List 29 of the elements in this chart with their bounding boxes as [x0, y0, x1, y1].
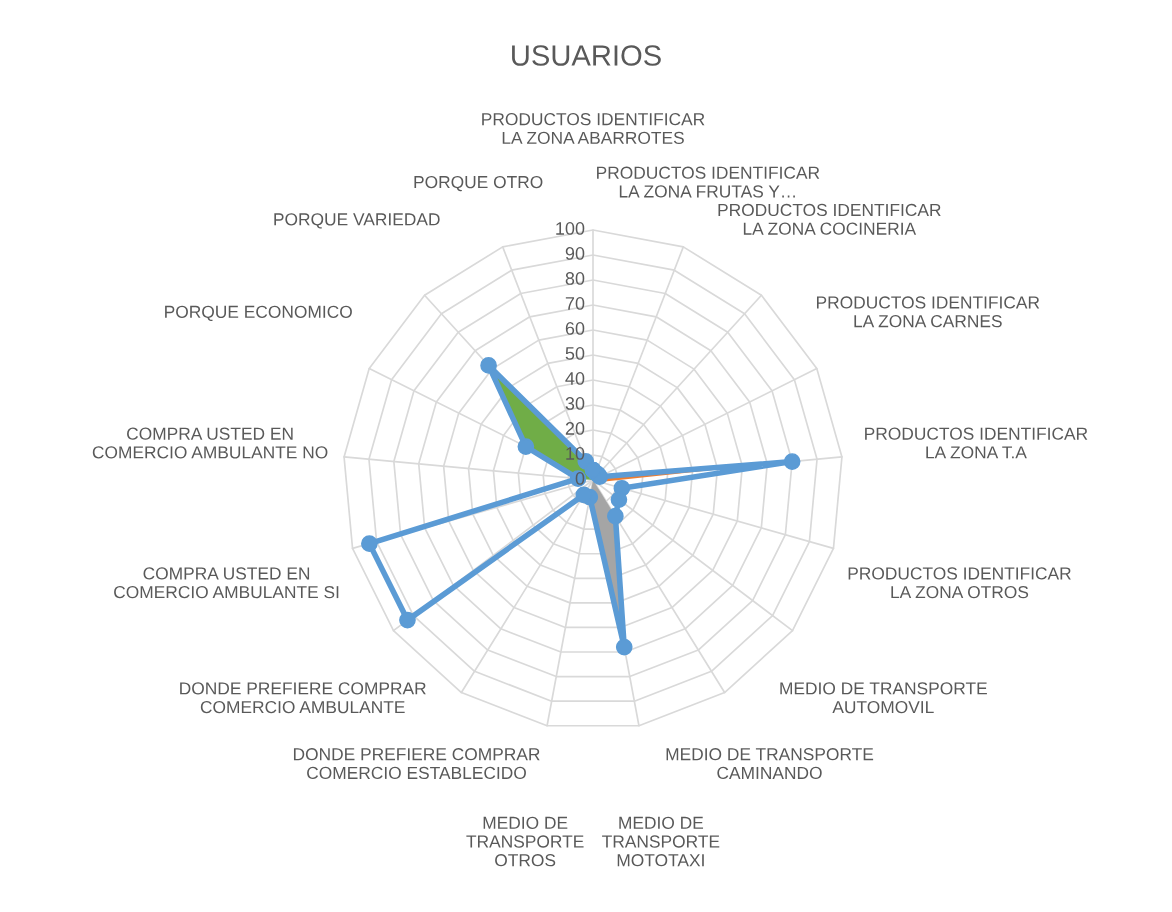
spoke-label: PRODUCTOS IDENTIFICAR LA ZONA T.A	[865, 427, 1088, 459]
y-tick-label: 10	[566, 447, 585, 460]
y-tick-label: 90	[565, 247, 585, 260]
y-tick-label: 60	[565, 322, 585, 335]
spoke-label: PORQUE VARIEDAD	[274, 213, 440, 229]
spoke-label: PRODUCTOS IDENTIFICAR LA ZONA OTROS	[848, 567, 1071, 599]
y-tick-label: 100	[556, 222, 585, 235]
y-tick-label: 80	[565, 272, 585, 285]
spoke-label: PRODUCTOS IDENTIFICAR LA ZONA CARNES	[816, 296, 1040, 328]
spoke-label: DONDE PREFIERE COMPRAR COMERCIO AMBULANTE	[180, 682, 426, 714]
y-tick-label: 50	[565, 347, 585, 360]
chart-title: USUARIOS	[512, 45, 661, 66]
spoke-label: PRODUCTOS IDENTIFICAR LA ZONA FRUTAS Y…	[597, 166, 820, 198]
spoke-label: COMPRA USTED EN COMERCIO AMBULANTE NO	[92, 427, 328, 459]
spoke-label: COMPRA USTED EN COMERCIO AMBULANTE SI	[114, 567, 339, 599]
spoke-label: PRODUCTOS IDENTIFICAR LA ZONA COCINERIA	[718, 203, 941, 235]
y-tick-label: 70	[565, 297, 585, 310]
spoke-label: DONDE PREFIERE COMPRAR COMERCIO ESTABLECIDO	[293, 748, 540, 780]
spoke-label: PORQUE OTRO	[414, 175, 543, 192]
spoke-label: MEDIO DE TRANSPORTE MOTOTAXI	[602, 816, 720, 867]
spoke-label: MEDIO DE TRANSPORTE OTROS	[466, 816, 584, 867]
spoke-label: PRODUCTOS IDENTIFICAR LA ZONA ABARROTES	[482, 113, 705, 145]
y-tick-label: 30	[565, 397, 585, 410]
y-tick-label: 20	[565, 422, 585, 435]
y-tick-label: 0	[575, 472, 585, 485]
spoke-label: MEDIO DE TRANSPORTE CAMINANDO	[666, 748, 874, 780]
spoke-label: PORQUE ECONOMICO	[165, 305, 352, 322]
y-tick-label: 40	[565, 372, 585, 385]
spoke-label: MEDIO DE TRANSPORTE AUTOMOVIL	[780, 682, 987, 714]
